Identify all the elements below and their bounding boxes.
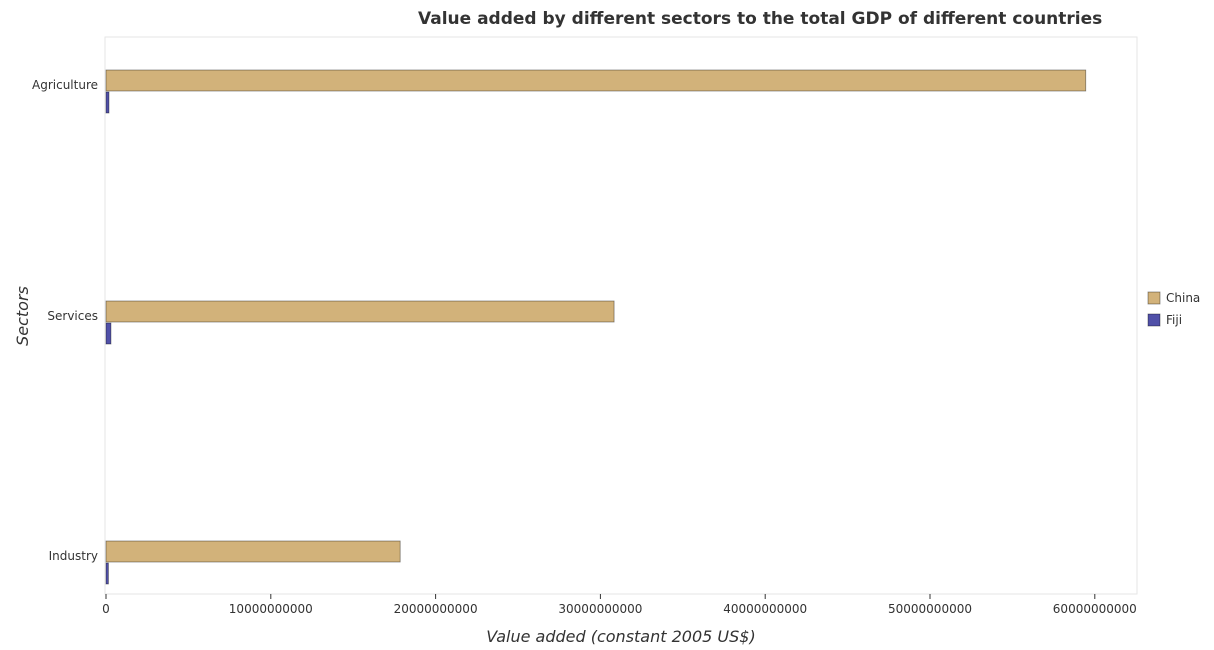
y-tick-label: Agriculture (32, 78, 98, 92)
y-tick-label: Industry (49, 549, 98, 563)
x-axis-title: Value added (constant 2005 US$) (486, 627, 755, 646)
bar-china-industry (105, 540, 401, 563)
y-axis: Industry Services Agriculture (32, 78, 98, 563)
bar-fiji-agriculture (105, 91, 110, 114)
x-tick-label: 50000000000 (888, 602, 972, 616)
legend-swatch-fiji (1147, 313, 1161, 327)
bar-fiji-industry (105, 562, 109, 585)
bars-group (105, 69, 1087, 585)
x-tick-label: 40000000000 (723, 602, 807, 616)
x-axis: 0 10000000000 20000000000 30000000000 400000… (102, 594, 1137, 616)
x-tick-label: 60000000000 (1053, 602, 1137, 616)
legend-label-china: China (1166, 291, 1200, 305)
bar-fiji-services (105, 322, 112, 345)
legend: China Fiji (1147, 291, 1200, 327)
bar-china-agriculture (105, 69, 1087, 92)
x-tick-label: 10000000000 (229, 602, 313, 616)
chart-title: Value added by different sectors to the … (418, 9, 1102, 29)
x-tick-label: 30000000000 (558, 602, 642, 616)
x-tick-label: 0 (102, 602, 110, 616)
x-tick-label: 20000000000 (394, 602, 478, 616)
legend-label-fiji: Fiji (1166, 313, 1182, 327)
legend-swatch-china (1147, 291, 1161, 305)
bar-china-services (105, 300, 615, 323)
y-tick-label: Services (47, 309, 98, 323)
y-axis-title: Sectors (13, 286, 32, 346)
